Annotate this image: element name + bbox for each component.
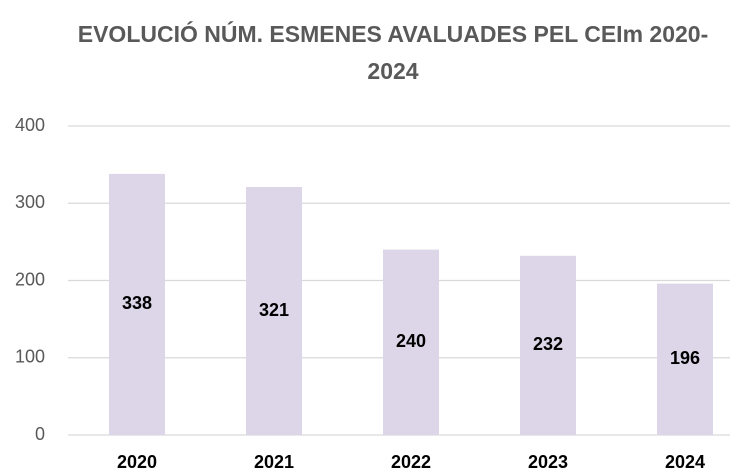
data-label: 232 <box>533 334 563 354</box>
bar <box>109 173 165 435</box>
chart-title: EVOLUCIÓ NÚM. ESMENES AVALUADES PEL CEIm… <box>77 21 709 84</box>
x-tick-label: 2022 <box>391 452 431 472</box>
data-label: 240 <box>396 331 426 351</box>
data-label: 338 <box>122 293 152 313</box>
bar <box>520 255 576 435</box>
bar <box>383 249 439 435</box>
bar <box>246 187 302 435</box>
y-tick-label: 0 <box>35 424 45 444</box>
y-tick-label: 100 <box>15 347 45 367</box>
x-tick-label: 2020 <box>117 452 157 472</box>
x-tick-label: 2023 <box>528 452 568 472</box>
data-label: 196 <box>670 348 700 368</box>
y-tick-label: 300 <box>15 192 45 212</box>
x-tick-label: 2024 <box>665 452 705 472</box>
y-tick-label: 200 <box>15 269 45 289</box>
data-label: 321 <box>259 300 289 320</box>
y-tick-label: 400 <box>15 115 45 135</box>
x-tick-label: 2021 <box>254 452 294 472</box>
bar <box>657 283 713 435</box>
